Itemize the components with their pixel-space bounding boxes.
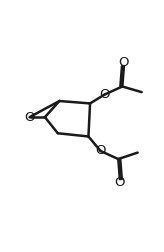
Text: O: O [95, 144, 106, 158]
Text: O: O [115, 176, 125, 189]
Text: O: O [99, 88, 110, 101]
Text: O: O [119, 56, 129, 69]
Text: O: O [24, 111, 35, 124]
